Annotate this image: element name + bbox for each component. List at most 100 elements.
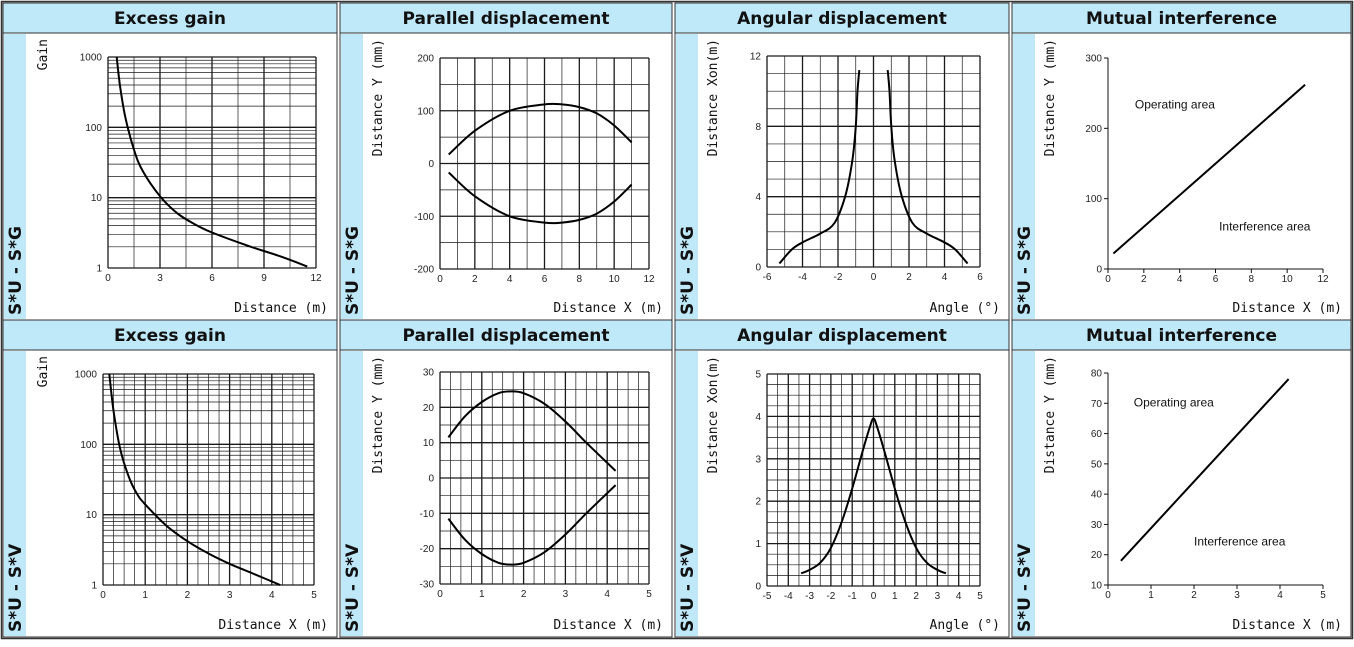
y-tick-label: 60 xyxy=(1091,429,1103,440)
y-tick-label: 100 xyxy=(85,123,102,134)
x-axis-label: Distance (m) xyxy=(234,301,328,316)
row-label-strip xyxy=(676,351,698,636)
chart-panel: Angular displacement S*U - S*G -6 -4 -2 0 2 4 6 0… xyxy=(674,2,1010,321)
y-tick-label: 100 xyxy=(1085,194,1102,205)
row-label: S*U - S*G xyxy=(678,226,698,315)
area-annotation: Interference area xyxy=(1219,219,1311,233)
series-line xyxy=(800,417,947,575)
panel-body xyxy=(2,349,338,638)
chart-panel: Parallel displacement S*U - S*V 0 1 2 3 4 5 -30 -… xyxy=(339,319,673,638)
y-tick-label: 1000 xyxy=(80,53,103,64)
x-tick-label: 3 xyxy=(563,589,569,600)
x-tick-label: -3 xyxy=(805,591,814,602)
y-tick-label: 1 xyxy=(755,539,761,550)
chart-title: Angular displacement xyxy=(737,326,947,346)
panel-header xyxy=(674,2,1010,34)
y-tick-label: 10 xyxy=(423,438,435,449)
plot-grid xyxy=(766,373,981,587)
x-tick-label: -6 xyxy=(763,272,772,283)
series-line xyxy=(778,70,861,265)
x-axis-label: Distance X (m) xyxy=(218,618,328,633)
x-tick-label: 2 xyxy=(185,590,191,601)
row-label: S*U - S*V xyxy=(343,543,363,632)
panel-header xyxy=(2,319,338,351)
x-tick-label: 8 xyxy=(577,274,583,285)
y-tick-label: 30 xyxy=(1091,520,1103,531)
x-tick-label: 4 xyxy=(269,590,275,601)
y-axis-label: Gain xyxy=(36,39,51,70)
series-line xyxy=(448,102,633,156)
y-tick-label: 1 xyxy=(96,264,102,275)
row-label-strip xyxy=(676,34,698,319)
row-label-strip xyxy=(4,34,26,319)
y-tick-label: 0 xyxy=(428,474,434,485)
x-tick-label: 0 xyxy=(1105,590,1111,601)
y-axis-label: Distance Xon(m) xyxy=(706,356,721,473)
y-tick-label: 3 xyxy=(755,454,761,465)
series-line xyxy=(1120,378,1290,562)
x-tick-label: 0 xyxy=(105,273,111,284)
y-tick-label: 0 xyxy=(1096,265,1102,276)
x-tick-label: -2 xyxy=(834,272,843,283)
x-tick-label: 12 xyxy=(643,274,655,285)
series-line xyxy=(886,70,969,265)
plot-grid xyxy=(439,371,650,585)
series-line xyxy=(448,171,633,225)
y-tick-label: 8 xyxy=(755,122,761,133)
y-tick-label: 5 xyxy=(755,370,761,381)
plot-grid xyxy=(439,57,650,270)
x-tick-label: 0 xyxy=(437,589,443,600)
chart-panel: Mutual interference S*U - S*G 0 2 4 6 8 10 12 0 10… xyxy=(1011,2,1352,321)
y-tick-label: 2 xyxy=(755,497,761,508)
panel-body xyxy=(339,349,673,638)
x-tick-label: 5 xyxy=(977,591,983,602)
y-tick-label: 80 xyxy=(1091,369,1103,380)
x-tick-label: 1 xyxy=(479,589,485,600)
x-axis-label: Distance X (m) xyxy=(1232,618,1342,633)
series-line xyxy=(447,484,617,566)
series-line xyxy=(1112,83,1306,255)
series-line xyxy=(115,56,308,268)
x-tick-label: -4 xyxy=(784,591,793,602)
y-tick-label: 0 xyxy=(755,582,761,593)
row-label-strip xyxy=(341,351,363,636)
y-axis-label: Distance Y (mm) xyxy=(371,356,386,473)
y-tick-label: 100 xyxy=(80,440,97,451)
panel-body xyxy=(674,349,1010,638)
chart-title: Parallel displacement xyxy=(403,326,610,346)
x-tick-label: 3 xyxy=(935,591,941,602)
x-tick-label: 5 xyxy=(646,589,652,600)
series-line xyxy=(108,373,281,586)
x-tick-label: -2 xyxy=(826,591,835,602)
x-tick-label: 5 xyxy=(311,590,317,601)
x-tick-label: 3 xyxy=(157,273,163,284)
x-axis-label: Distance X (m) xyxy=(1232,301,1342,316)
y-tick-label: 20 xyxy=(423,403,435,414)
y-tick-label: 200 xyxy=(417,54,434,65)
y-tick-label: 30 xyxy=(423,368,435,379)
y-tick-label: 10 xyxy=(86,510,98,521)
y-tick-label: -30 xyxy=(420,580,435,591)
y-tick-label: 4 xyxy=(755,192,761,203)
y-tick-label: 10 xyxy=(91,193,103,204)
x-tick-label: 2 xyxy=(913,591,919,602)
x-axis-label: Angle (°) xyxy=(930,301,1000,316)
area-annotation: Interference area xyxy=(1194,535,1286,549)
x-axis-label: Angle (°) xyxy=(930,618,1000,633)
x-tick-label: -4 xyxy=(798,272,807,283)
y-tick-label: 20 xyxy=(1091,550,1103,561)
x-tick-label: 5 xyxy=(1320,590,1326,601)
y-tick-label: -200 xyxy=(414,265,434,276)
x-tick-label: 1 xyxy=(892,591,898,602)
y-tick-label: 50 xyxy=(1091,459,1103,470)
panel-body xyxy=(1011,349,1352,638)
panel-header xyxy=(1011,319,1352,351)
y-tick-label: 12 xyxy=(750,52,762,63)
x-tick-label: 0 xyxy=(871,591,877,602)
x-tick-label: 6 xyxy=(977,272,983,283)
chart-panel: Mutual interference S*U - S*V 0 1 2 3 4 5 10 20 30… xyxy=(1011,319,1352,638)
panel-header xyxy=(339,319,673,351)
y-tick-label: 0 xyxy=(755,263,761,274)
chart-title: Mutual interference xyxy=(1086,326,1277,346)
row-label-strip xyxy=(341,34,363,319)
